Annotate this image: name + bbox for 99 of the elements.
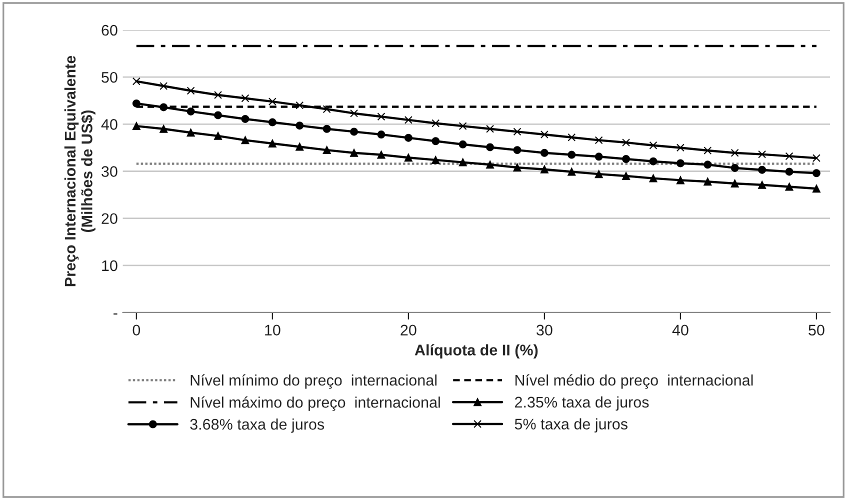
y-tick-label: 60 (102, 24, 118, 36)
y-axis-title: Preço Internacional Equivalente (Milhões de US$) (64, 56, 96, 286)
point (622, 172, 630, 180)
point (214, 90, 222, 99)
point (241, 136, 250, 144)
point (377, 130, 386, 139)
legend-label: Nível mínimo do preço internacional (190, 374, 436, 389)
y-tick-label: - (114, 313, 118, 315)
point (568, 150, 576, 159)
point (214, 111, 222, 120)
point (186, 86, 195, 95)
point (704, 178, 712, 186)
point (622, 155, 630, 163)
point (594, 170, 603, 178)
point (214, 132, 222, 140)
x-tick-label: 20 (400, 324, 416, 336)
legend-label: 2.35% taxa de juros (515, 396, 649, 411)
point (350, 128, 358, 136)
legend-label: 5% taxa de juros (514, 418, 628, 433)
point (186, 107, 195, 116)
point (676, 144, 684, 152)
point (322, 124, 331, 133)
legend-label: 3.68% taxa de juros (190, 418, 324, 433)
point (432, 156, 440, 164)
x-tick-label: 50 (808, 324, 824, 336)
point (160, 124, 168, 133)
point (132, 99, 140, 108)
point (404, 134, 412, 142)
point (730, 148, 739, 157)
point (676, 159, 684, 168)
point (486, 160, 494, 169)
point (160, 103, 168, 112)
point (568, 133, 576, 142)
point (132, 122, 140, 130)
point (676, 176, 684, 184)
point (812, 169, 820, 178)
point (758, 180, 766, 189)
point (268, 139, 276, 148)
point (594, 152, 603, 161)
point (458, 158, 467, 166)
point (649, 174, 658, 182)
point (458, 140, 467, 148)
point (649, 157, 658, 166)
point (649, 141, 658, 150)
point (377, 112, 386, 121)
point (404, 154, 412, 162)
point (350, 109, 358, 118)
point (132, 77, 140, 86)
point (432, 119, 440, 128)
x-tick-label: 40 (672, 324, 688, 336)
point (322, 105, 331, 114)
point (785, 182, 794, 191)
point (513, 163, 522, 172)
point (730, 164, 739, 172)
point (540, 165, 548, 174)
y-tick-label: 50 (102, 72, 118, 83)
point (296, 101, 304, 110)
point (160, 82, 168, 90)
point (241, 94, 250, 102)
point (704, 146, 712, 155)
point (540, 148, 548, 157)
point (296, 122, 304, 130)
point (404, 116, 412, 124)
point (540, 130, 548, 139)
point (704, 160, 712, 169)
point (268, 98, 276, 106)
y-tick-label: 10 (102, 260, 118, 272)
point (594, 136, 603, 144)
point (296, 142, 304, 151)
point (268, 118, 276, 126)
point (486, 124, 494, 133)
x-tick-label: 0 (132, 324, 140, 336)
point (622, 138, 630, 147)
point (377, 150, 386, 159)
y-tick-label: 40 (101, 119, 118, 130)
point (513, 146, 522, 154)
point (568, 168, 576, 176)
x-tick-label: 10 (265, 324, 280, 336)
point (785, 168, 794, 176)
point (432, 137, 440, 146)
point (186, 128, 195, 137)
point (758, 166, 766, 174)
point (350, 148, 358, 157)
point (513, 128, 522, 136)
legend-label: Nível médio do preço internacional (515, 374, 753, 389)
x-tick-label: 30 (536, 324, 552, 336)
point (241, 114, 250, 123)
y-tick-label: 20 (102, 213, 118, 224)
point (458, 122, 467, 130)
point (812, 184, 820, 193)
point (486, 143, 494, 152)
point (785, 152, 794, 160)
point (730, 180, 739, 188)
x-axis-title: Alíquota de II (%) (414, 344, 538, 358)
legend-label: Nível máximo do preço internacional (190, 396, 440, 411)
point (812, 154, 820, 162)
point (758, 150, 766, 158)
point (322, 146, 331, 154)
y-tick-label: 30 (102, 166, 118, 177)
